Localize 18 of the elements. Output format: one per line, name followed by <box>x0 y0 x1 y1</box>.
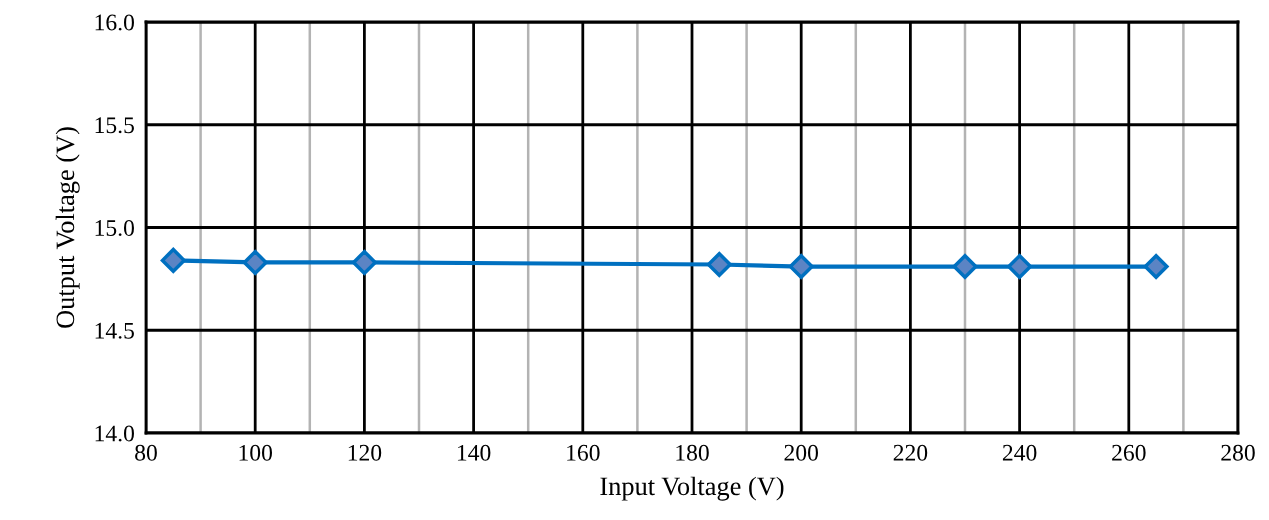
x-tick-label: 120 <box>348 444 382 461</box>
y-tick-label: 14.5 <box>95 322 134 339</box>
x-tick-label: 140 <box>457 444 491 461</box>
x-tick-label: 100 <box>239 444 273 461</box>
y-tick-label: 16.0 <box>95 14 134 31</box>
y-tick-label: 14.0 <box>95 425 134 442</box>
x-tick-label: 220 <box>893 444 928 461</box>
x-tick-label: 200 <box>784 444 819 461</box>
y-tick-label: 15.0 <box>95 219 134 237</box>
x-tick-label: 180 <box>676 444 709 461</box>
x-tick-label: 80 <box>135 444 157 461</box>
x-axis-title: Input Voltage (V) <box>600 476 784 501</box>
y-tick-label: 15.5 <box>95 117 134 134</box>
x-tick-label: 160 <box>567 444 600 461</box>
y-axis-title: Output Voltage (V) <box>55 127 80 328</box>
x-tick-label: 240 <box>1002 444 1037 461</box>
x-tick-label: 280 <box>1221 444 1255 461</box>
x-tick-label: 260 <box>1112 444 1146 461</box>
